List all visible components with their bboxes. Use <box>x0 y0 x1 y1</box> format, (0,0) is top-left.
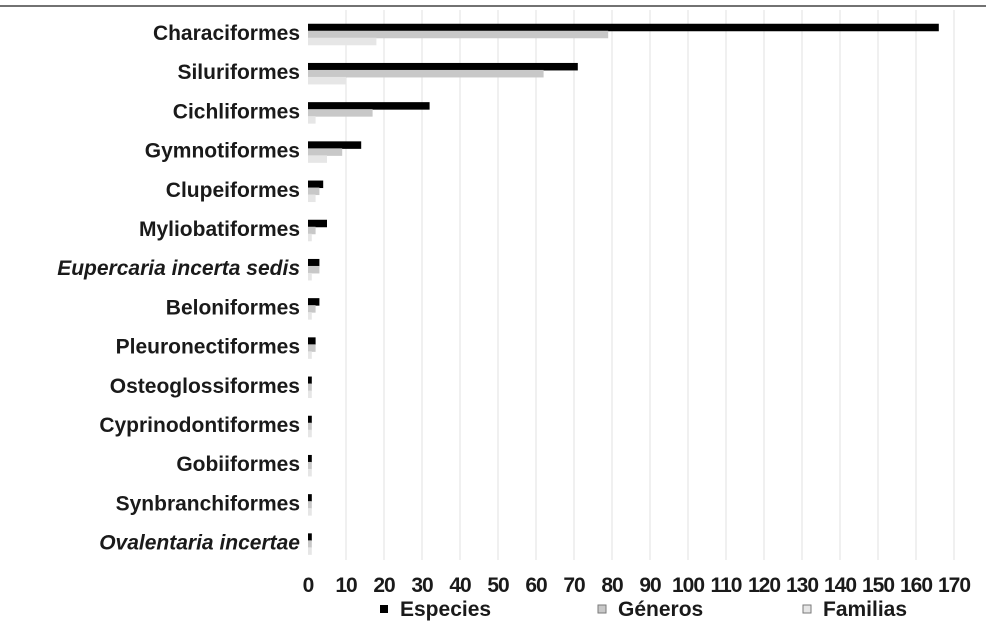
bars <box>308 23 939 555</box>
legend-swatch <box>597 604 607 614</box>
bar-especies-1 <box>308 62 578 71</box>
bar-especies-10 <box>308 415 312 424</box>
bar-especies-8 <box>308 337 316 345</box>
bar-g-neros-3 <box>308 148 343 156</box>
x-axis-tick-labels: 0 10 20 30 40 50 60 70 80 90 100 110 120 130 140 150 160… <box>303 574 972 597</box>
bar-familias-13 <box>308 547 312 555</box>
x-tick-label: 140 <box>824 574 856 597</box>
bar-familias-2 <box>308 116 316 124</box>
bar-familias-1 <box>308 76 346 85</box>
category-label: Gymnotiformes <box>145 140 300 163</box>
bar-familias-4 <box>308 194 316 203</box>
bar-especies-9 <box>308 376 312 385</box>
bar-g-neros-6 <box>308 265 320 274</box>
bar-familias-8 <box>308 351 312 359</box>
category-label: Ovalentaria incertae <box>99 532 300 555</box>
x-tick-label: 50 <box>487 574 509 597</box>
bar-familias-6 <box>308 272 312 281</box>
legend-swatch <box>380 605 388 613</box>
gridlines <box>345 10 955 560</box>
bar-g-neros-8 <box>308 344 316 352</box>
bar-familias-9 <box>308 390 312 399</box>
legend-swatch <box>802 604 812 614</box>
category-label: Clupeiformes <box>166 179 300 202</box>
bar-familias-12 <box>308 508 312 516</box>
bar-especies-4 <box>308 180 324 189</box>
bar-g-neros-0 <box>308 30 609 39</box>
bar-familias-7 <box>308 312 312 320</box>
bar-g-neros-13 <box>308 540 312 548</box>
bar-especies-7 <box>308 298 320 306</box>
bar-g-neros-4 <box>308 187 320 196</box>
category-label: Cichliformes <box>173 100 300 123</box>
x-tick-label: 70 <box>563 574 585 597</box>
x-tick-label: 40 <box>449 574 471 597</box>
bar-especies-12 <box>308 494 312 502</box>
x-tick-label: 10 <box>335 574 357 597</box>
x-tick-label: 80 <box>601 574 623 597</box>
bar-familias-3 <box>308 155 327 163</box>
category-label: Eupercaria incerta sedis <box>57 257 300 280</box>
legend-label: Familias <box>823 598 907 621</box>
category-label: Pleuronectiformes <box>116 336 300 359</box>
bar-g-neros-10 <box>308 422 312 431</box>
x-tick-label: 170 <box>938 574 970 597</box>
x-tick-label: 110 <box>711 574 742 597</box>
bar-especies-3 <box>308 141 362 149</box>
bar-g-neros-9 <box>308 383 312 392</box>
category-label: Osteoglossiformes <box>110 375 300 398</box>
bar-especies-2 <box>308 102 430 110</box>
legend-label: Especies <box>400 598 491 621</box>
bar-g-neros-5 <box>308 226 316 235</box>
x-tick-label: 130 <box>786 574 818 597</box>
x-tick-label: 120 <box>748 574 780 597</box>
bar-familias-5 <box>308 233 312 242</box>
bar-g-neros-2 <box>308 109 373 117</box>
bar-especies-0 <box>308 23 939 32</box>
x-tick-label: 90 <box>639 574 661 597</box>
bar-g-neros-11 <box>308 461 312 470</box>
legend: Especies Géneros Familias <box>380 598 907 621</box>
category-label: Myliobatiformes <box>139 218 300 241</box>
x-tick-label: 100 <box>672 574 704 597</box>
bar-familias-11 <box>308 468 312 477</box>
bar-especies-6 <box>308 258 320 267</box>
bar-especies-5 <box>308 219 327 228</box>
x-tick-label: 20 <box>373 574 395 597</box>
x-tick-label: 160 <box>900 574 932 597</box>
category-label: Cyprinodontiformes <box>99 414 300 437</box>
category-label: Characiformes <box>153 22 300 45</box>
bar-especies-13 <box>308 533 312 541</box>
category-label: Gobiiformes <box>176 453 300 476</box>
bar-g-neros-7 <box>308 305 316 313</box>
x-tick-label: 150 <box>862 574 894 597</box>
bar-g-neros-12 <box>308 501 312 509</box>
legend-label: Géneros <box>618 598 703 621</box>
category-label: Beloniformes <box>166 296 300 319</box>
x-tick-label: 0 <box>303 574 314 597</box>
category-label: Siluriformes <box>177 61 300 84</box>
bar-familias-10 <box>308 429 312 438</box>
bar-g-neros-1 <box>308 69 544 78</box>
category-labels: Characiformes Siluriformes Cichliformes Gym… <box>57 22 300 555</box>
bar-familias-0 <box>308 37 377 46</box>
x-tick-label: 30 <box>411 574 433 597</box>
category-label: Synbranchiformes <box>116 492 300 515</box>
x-tick-label: 60 <box>525 574 547 597</box>
bar-especies-11 <box>308 454 312 463</box>
